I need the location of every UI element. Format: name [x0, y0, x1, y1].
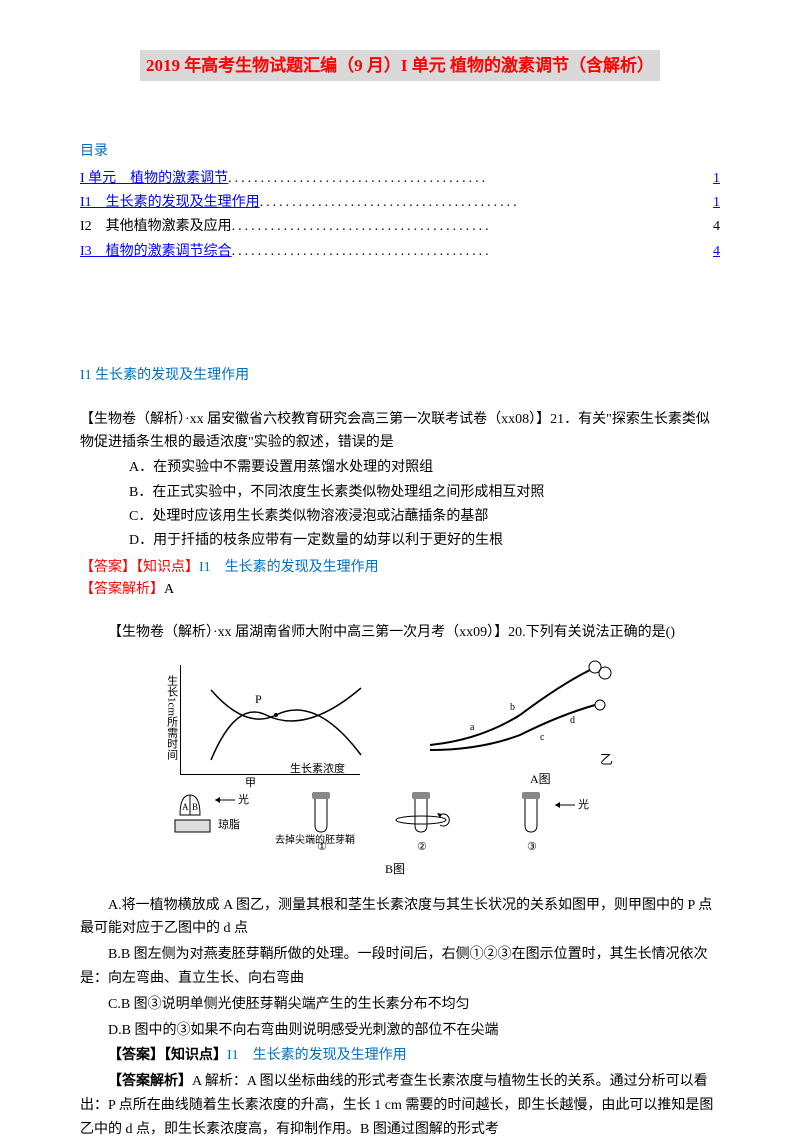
svg-text:d: d [570, 715, 575, 726]
q1-source: 【生物卷（解析）·xx 届安徽省六校教育研究会高三第一次联考试卷（xx08）】2… [80, 408, 720, 456]
toc-dots: ........................................ [232, 216, 711, 238]
q2-option-d: D.B 图中的③如果不向右弯曲则说明感受光刺激的部位不在尖端 [80, 1019, 720, 1043]
answer-label: 【答案】 [80, 560, 136, 575]
q2-option-b: B.B 图左侧为对燕麦胚芽鞘所做的处理。一段时间后，右侧①②③在图示位置时，其生… [80, 943, 720, 991]
q1-analysis-line: 【答案解析】A [80, 579, 720, 601]
toc-link-3[interactable]: I3 植物的激素调节综合 [80, 241, 232, 263]
toc-item-0: I 单元 植物的激素调节 ...........................… [80, 168, 720, 190]
label-b: B图 [385, 860, 405, 879]
toc-item-1: I1 生长素的发现及生理作用 .........................… [80, 192, 720, 214]
knowledge-point: I1 生长素的发现及生理作用 [199, 560, 379, 575]
q1-option-c: C．处理时应该用生长素类似物溶液浸泡或沾蘸插条的基部 [80, 506, 720, 528]
label-yi: 乙 [600, 750, 613, 771]
svg-text:光: 光 [578, 797, 589, 811]
chart-axes [180, 665, 360, 775]
toc-link-0[interactable]: I 单元 植物的激素调节 [80, 168, 228, 190]
svg-text:②: ② [417, 841, 427, 853]
svg-text:B: B [192, 802, 198, 812]
light-label: 光 [238, 792, 249, 806]
knowledge-label: 【知识点】 [136, 560, 199, 575]
knowledge-point: I1 生长素的发现及生理作用 [227, 1048, 407, 1063]
q2-analysis-line: 【答案解析】A 解析：A 图以坐标曲线的形式考查生长素浓度与植物生长的关系。通过… [80, 1070, 720, 1141]
svg-text:a: a [470, 722, 475, 733]
svg-text:去掉尖端的胚芽鞘: 去掉尖端的胚芽鞘 [275, 833, 355, 846]
analysis-label: 【答案解析】 [108, 1074, 192, 1089]
document-title: 2019 年高考生物试题汇编（9 月）I 单元 植物的激素调节（含解析） [140, 50, 660, 81]
toc-page-2: 4 [713, 216, 720, 238]
toc-page-3[interactable]: 4 [713, 241, 720, 263]
figure-container: 生长1cm所需时间 P 甲 生长素浓度 a b c d 乙 A图 A B [80, 655, 720, 883]
answer-label: 【答案】 [108, 1048, 164, 1063]
q1-option-b: B．在正式实验中，不同浓度生长素类似物处理组之间形成相互对照 [80, 482, 720, 504]
analysis-label: 【答案解析】 [80, 582, 164, 597]
toc-link-1[interactable]: I1 生长素的发现及生理作用 [80, 192, 260, 214]
q2-source: 【生物卷（解析）·xx 届湖南省师大附中高三第一次月考（xx09）】20.下列有… [80, 621, 720, 645]
plant-curve-icon: a b c d [420, 655, 620, 775]
q1-option-d: D．用于扦插的枝条应带有一定数量的幼芽以利于更好的生根 [80, 530, 720, 552]
chart-p-label: P [255, 690, 262, 709]
section-i1-header: I1 生长素的发现及生理作用 [80, 365, 720, 387]
toc-item-2: I2 其他植物激素及应用 ...........................… [80, 216, 720, 238]
knowledge-label: 【知识点】 [164, 1048, 227, 1063]
svg-text:c: c [540, 732, 545, 743]
toc-text-2: I2 其他植物激素及应用 [80, 216, 232, 238]
toc-item-3: I3 植物的激素调节综合 ...........................… [80, 241, 720, 263]
svg-text:b: b [510, 702, 515, 713]
chart-curve-icon [206, 680, 366, 770]
q2-option-a: A.将一植物横放成 A 图乙，测量其根和茎生长素浓度与其生长状况的关系如图甲，则… [80, 894, 720, 942]
toc-page-0[interactable]: 1 [713, 168, 720, 190]
q1-option-a: A．在预实验中不需要设置用蒸馏水处理的对照组 [80, 457, 720, 479]
bottom-row: A B 光 琼脂 ① 去掉尖端的胚芽鞘 ② [160, 790, 640, 870]
toc-dots: ........................................ [260, 192, 711, 214]
q2-option-c: C.B 图③说明单侧光使胚芽鞘尖端产生的生长素分布不均匀 [80, 993, 720, 1017]
chart-y-label: 生长1cm所需时间 [162, 675, 180, 760]
analysis-text: A [164, 582, 174, 597]
toc-header: 目录 [80, 141, 720, 163]
toc-dots: ........................................ [228, 168, 711, 190]
toc-dots: ........................................ [232, 241, 711, 263]
q1-answer-line: 【答案】【知识点】I1 生长素的发现及生理作用 [80, 557, 720, 579]
toc-page-1[interactable]: 1 [713, 192, 720, 214]
figure-diagram: 生长1cm所需时间 P 甲 生长素浓度 a b c d 乙 A图 A B [160, 655, 640, 875]
q2-answer-line: 【答案】【知识点】I1 生长素的发现及生理作用 [80, 1044, 720, 1068]
svg-text:③: ③ [527, 841, 537, 853]
svg-text:A: A [182, 802, 189, 812]
chart-x-label: 生长素浓度 [290, 761, 345, 779]
label-a: A图 [530, 770, 551, 789]
svg-text:琼脂: 琼脂 [218, 817, 240, 831]
